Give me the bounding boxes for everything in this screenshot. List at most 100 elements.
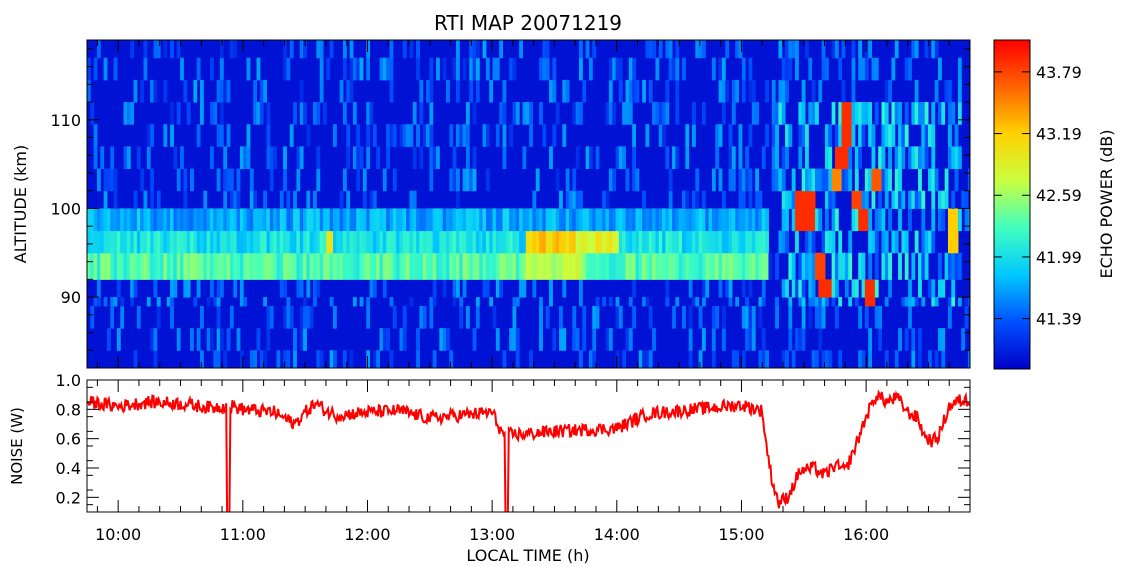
heatmap-cell	[851, 124, 856, 147]
heatmap-cell	[608, 208, 613, 232]
heatmap-cell	[848, 102, 853, 125]
heatmap-cell	[861, 279, 866, 298]
heatmap-cell	[342, 208, 347, 232]
heatmap-cell	[153, 79, 158, 103]
heatmap-cell	[555, 230, 560, 254]
heatmap-cell	[170, 297, 174, 307]
heatmap-cell	[376, 230, 381, 254]
heatmap-cell	[785, 146, 789, 170]
heatmap-cell	[844, 102, 849, 125]
heatmap-cell	[808, 190, 813, 209]
heatmap-cell	[346, 146, 351, 170]
heatmap-cell	[216, 297, 221, 307]
heatmap-cell	[509, 252, 513, 280]
heatmap-cell	[332, 124, 337, 147]
heatmap-cell	[781, 208, 786, 232]
heatmap-cell	[688, 350, 693, 368]
heatmap-cell	[864, 57, 869, 81]
heatmap-cell	[628, 57, 633, 81]
heatmap-cell	[685, 190, 690, 209]
heatmap-cell	[349, 350, 354, 368]
heatmap-cell	[492, 208, 497, 232]
heatmap-cell	[931, 102, 936, 125]
heatmap-cell	[918, 328, 922, 351]
heatmap-cell	[628, 79, 633, 103]
heatmap-cell	[93, 297, 98, 307]
heatmap-cell	[229, 305, 234, 329]
heatmap-cell	[263, 208, 267, 232]
heatmap-cell	[731, 252, 736, 280]
heatmap-cell	[386, 208, 390, 232]
heatmap-cell	[485, 208, 490, 232]
heatmap-cell	[243, 230, 248, 254]
heatmap-cell	[193, 208, 198, 232]
heatmap-cell	[648, 230, 653, 254]
heatmap-cell	[293, 230, 297, 254]
heatmap-cell	[239, 279, 244, 298]
heatmap-cell	[180, 208, 184, 232]
heatmap-cell	[495, 57, 500, 81]
heatmap-cell	[449, 168, 454, 192]
heatmap-cell	[725, 279, 730, 298]
heatmap-cell	[638, 252, 643, 280]
heatmap-cell	[283, 230, 287, 254]
heatmap-cell	[575, 230, 580, 254]
heatmap-cell	[791, 208, 796, 232]
heatmap-cell	[711, 350, 716, 368]
heatmap-cell	[781, 79, 786, 103]
heatmap-cell	[881, 146, 886, 170]
heatmap-cell	[901, 230, 906, 254]
heatmap-cell	[598, 252, 603, 280]
heatmap-cell	[216, 252, 221, 280]
heatmap-cell	[785, 40, 789, 59]
time-tick-label: 14:00	[594, 525, 640, 544]
heatmap-cell	[711, 230, 716, 254]
heatmap-cell	[821, 350, 826, 368]
heatmap-cell	[748, 279, 753, 298]
heatmap-cell	[801, 279, 806, 298]
heatmap-cell	[795, 208, 799, 232]
heatmap-cell	[615, 350, 620, 368]
heatmap-cell	[416, 124, 420, 147]
heatmap-cell	[542, 230, 547, 254]
heatmap-cell	[319, 208, 324, 232]
heatmap-cell	[921, 190, 926, 209]
heatmap-cell	[326, 208, 331, 232]
heatmap-cell	[678, 208, 683, 232]
heatmap-cell	[947, 102, 952, 125]
heatmap-cell	[545, 40, 550, 59]
heatmap-cell	[455, 230, 460, 254]
heatmap-cell	[332, 350, 337, 368]
heatmap-cell	[861, 350, 866, 368]
heatmap-cell	[110, 230, 115, 254]
heatmap-cell	[233, 252, 238, 280]
heatmap-cell	[223, 230, 228, 254]
heatmap-cell	[163, 124, 168, 147]
heatmap-cell	[834, 124, 839, 147]
time-tick-label: 10:00	[95, 525, 141, 544]
heatmap-cell	[392, 168, 397, 192]
heatmap-cell	[894, 102, 899, 125]
heatmap-cell	[828, 124, 833, 147]
heatmap-cell	[954, 124, 959, 147]
heatmap-cell	[642, 297, 646, 307]
heatmap-cell	[529, 350, 533, 368]
heatmap-cell	[665, 297, 670, 307]
heatmap-cell	[465, 305, 470, 329]
heatmap-cell	[499, 279, 504, 298]
heatmap-cell	[186, 279, 191, 298]
heatmap-cell	[625, 102, 630, 125]
heatmap-cell	[163, 40, 168, 59]
heatmap-cell	[941, 190, 946, 209]
heatmap-cell	[329, 40, 334, 59]
heatmap-cell	[612, 208, 617, 232]
heatmap-cell	[874, 305, 879, 329]
heatmap-cell	[864, 40, 869, 59]
heatmap-cell	[136, 252, 141, 280]
heatmap-cell	[741, 168, 746, 192]
heatmap-cell	[841, 124, 846, 147]
heatmap-cell	[87, 57, 91, 81]
heatmap-cell	[675, 297, 680, 307]
heatmap-cell	[708, 252, 713, 280]
